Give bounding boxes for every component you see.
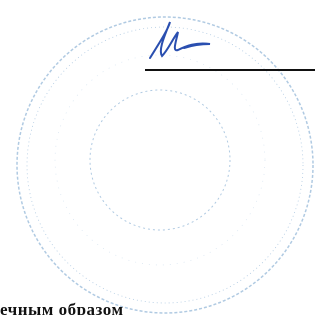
text-fragment: ечным образом xyxy=(0,300,124,315)
document-fragment: ечным образом xyxy=(0,0,315,315)
stamp xyxy=(17,17,313,313)
stamp-center-ring xyxy=(90,90,230,230)
signature xyxy=(150,22,210,58)
stamp-outer-ring xyxy=(17,17,313,313)
stamp-text-ring xyxy=(55,55,265,265)
scan xyxy=(0,0,315,315)
stamp-inner-ring xyxy=(27,27,303,303)
